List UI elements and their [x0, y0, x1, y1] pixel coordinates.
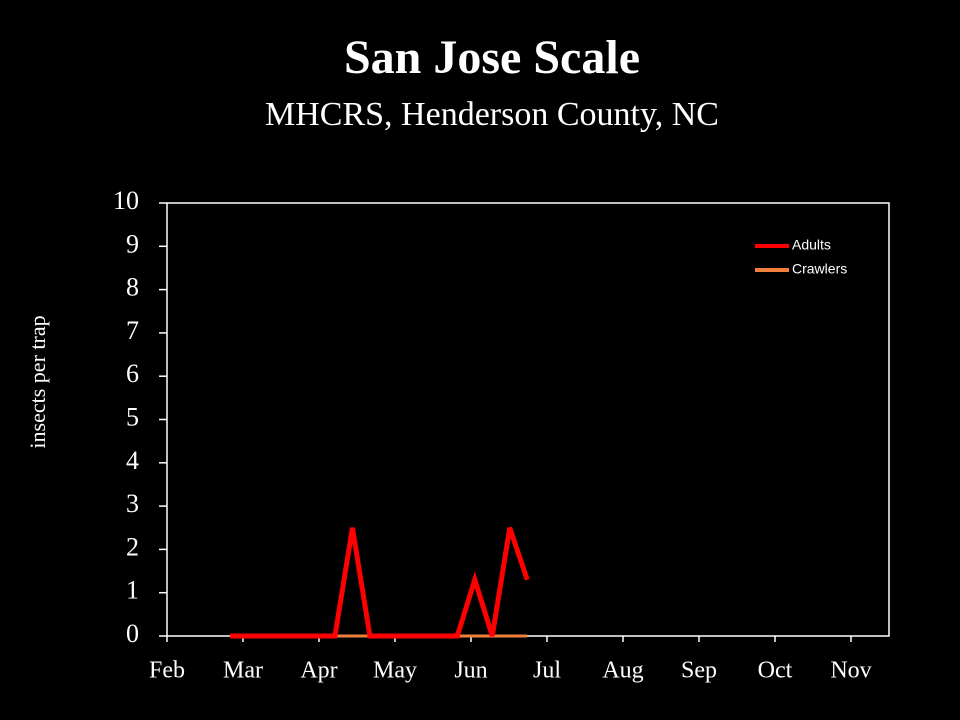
- x-tick-label: Aug: [602, 658, 643, 684]
- legend-label: Crawlers: [792, 261, 847, 277]
- x-tick-label: Jun: [454, 658, 487, 684]
- x-tick-label: May: [373, 658, 417, 684]
- y-tick-label: 9: [126, 229, 139, 258]
- x-tick-label: Sep: [681, 658, 717, 684]
- y-tick-label: 0: [126, 619, 139, 648]
- y-tick-label: 6: [126, 359, 139, 388]
- x-tick-label: Oct: [758, 658, 793, 684]
- y-tick-label: 3: [126, 489, 139, 518]
- y-axis-label: insects per trap: [25, 315, 50, 448]
- y-tick-label: 10: [113, 186, 139, 215]
- x-tick-label: Mar: [223, 658, 263, 684]
- chart-subtitle: MHCRS, Henderson County, NC: [265, 96, 719, 133]
- data-line: [230, 526, 530, 639]
- y-tick-label: 5: [126, 402, 139, 431]
- x-tick-label: Jul: [533, 658, 561, 684]
- x-tick-label: Apr: [300, 658, 337, 684]
- x-tick-label: Feb: [149, 658, 185, 684]
- y-tick-label: 2: [126, 532, 139, 561]
- y-tick-label: 4: [126, 446, 139, 475]
- x-tick-label: Nov: [830, 658, 871, 684]
- chart-title: San Jose Scale: [344, 31, 640, 84]
- y-tick-label: 8: [126, 273, 139, 302]
- y-tick-label: 7: [126, 316, 139, 345]
- y-tick-label: 1: [126, 576, 139, 605]
- legend-label: Adults: [792, 237, 831, 253]
- plot-frame: [166, 202, 890, 637]
